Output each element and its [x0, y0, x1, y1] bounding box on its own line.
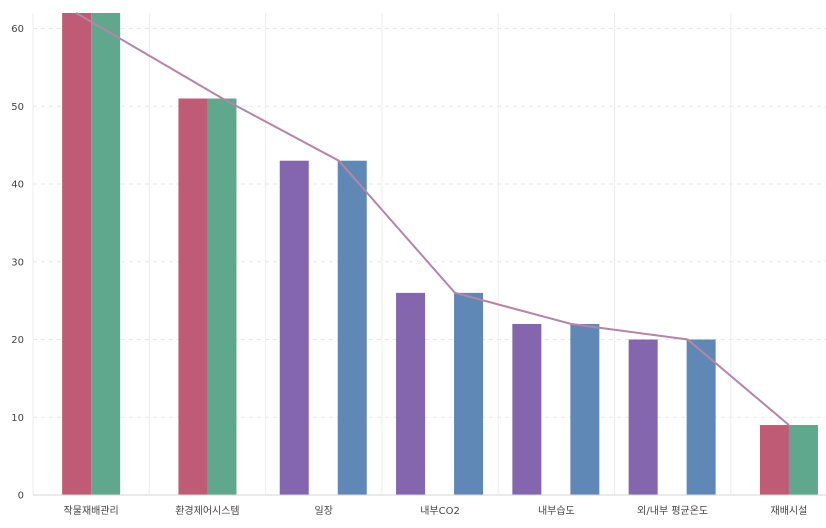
bars [62, 13, 818, 496]
x-tick-label: 내부CO2 [420, 505, 460, 517]
x-tick-label: 외/내부 평균온도 [637, 505, 708, 517]
y-tick-label: 10 [11, 413, 24, 424]
bar [454, 292, 484, 495]
y-tick-label: 40 [11, 180, 24, 191]
bar [686, 339, 716, 495]
axes: 0 10 20 30 40 50 60 작물재배관리 환경제어시스템 일장 내부CO2 내부습도 외/내… [11, 24, 826, 517]
x-tick-label: 작물재배관리 [64, 505, 119, 517]
bar [628, 339, 658, 495]
bar [91, 13, 121, 495]
y-tick-label: 20 [11, 335, 24, 346]
bar [759, 425, 789, 495]
bar [396, 292, 426, 495]
bar [207, 98, 237, 496]
bar [178, 98, 208, 496]
trend-line [75, 12, 790, 426]
trend-line-path [75, 12, 790, 426]
x-tick-label: 내부습도 [538, 505, 575, 517]
bar [570, 323, 600, 495]
bar [337, 160, 367, 496]
y-tick-label: 30 [11, 257, 24, 268]
bar [62, 13, 92, 495]
y-tick-label: 0 [18, 491, 24, 502]
x-tick-label: 재배시설 [771, 505, 808, 517]
bar [279, 160, 309, 496]
y-tick-label: 60 [11, 24, 24, 35]
bar [788, 425, 818, 495]
bar [512, 323, 542, 495]
x-tick-label: 일장 [315, 505, 333, 517]
x-tick-label: 환경제어시스템 [175, 504, 239, 517]
grid [32, 13, 826, 495]
y-tick-label: 50 [11, 102, 24, 113]
